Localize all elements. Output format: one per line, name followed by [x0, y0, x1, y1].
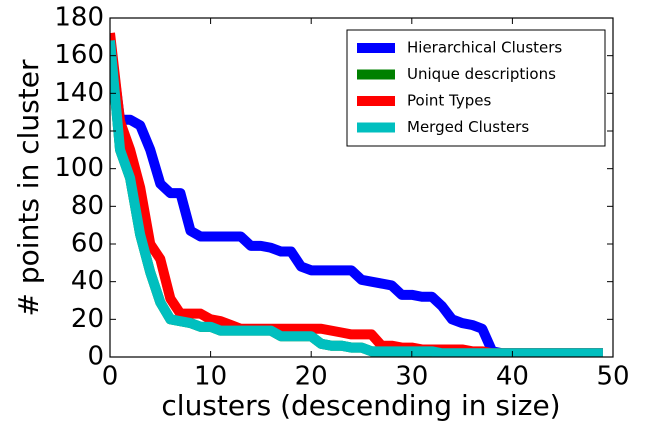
plot-lines: [110, 32, 603, 357]
x-tick-label: 20: [295, 362, 328, 392]
y-tick-label: 100: [54, 153, 104, 183]
y-tick-label: 140: [54, 78, 104, 108]
series-line: [110, 40, 603, 357]
y-tick-label: 80: [71, 191, 104, 221]
legend: Hierarchical Clusters Unique descriptions…: [346, 29, 606, 147]
y-tick-label: 20: [71, 304, 104, 334]
y-tick-label: 0: [87, 342, 104, 372]
x-tick-label: 50: [596, 362, 629, 392]
y-tick-label: 160: [54, 40, 104, 70]
x-tick-label: 30: [395, 362, 428, 392]
y-tick-label: 120: [54, 116, 104, 146]
x-axis-label: clusters (descending in size): [161, 389, 560, 422]
y-axis-label: # points in cluster: [12, 59, 45, 316]
legend-label: Hierarchical Clusters: [407, 39, 562, 57]
x-tick-label: 0: [102, 362, 119, 392]
legend-label: Merged Clusters: [407, 118, 529, 136]
axes-frame: [109, 17, 614, 358]
x-tick-label: 10: [194, 362, 227, 392]
x-tick-label: 40: [496, 362, 529, 392]
legend-label: Point Types: [407, 92, 491, 110]
legend-label: Unique descriptions: [407, 65, 556, 83]
y-tick-label: 180: [54, 3, 104, 33]
y-tick-label: 60: [71, 229, 104, 259]
y-tick-label: 40: [71, 266, 104, 296]
